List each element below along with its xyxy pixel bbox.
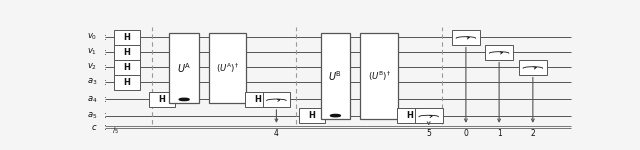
Circle shape [222, 98, 234, 101]
Text: :: : [104, 63, 106, 72]
FancyBboxPatch shape [452, 30, 480, 45]
Text: :: : [104, 123, 106, 132]
Text: $v_2$: $v_2$ [87, 62, 97, 72]
FancyBboxPatch shape [114, 75, 140, 90]
Text: :: : [104, 78, 106, 87]
Text: H: H [124, 48, 131, 57]
FancyBboxPatch shape [519, 60, 547, 75]
Text: $a_3$: $a_3$ [87, 77, 97, 87]
Text: $v_0$: $v_0$ [87, 32, 97, 42]
Text: H: H [308, 111, 316, 120]
FancyBboxPatch shape [114, 60, 140, 75]
Text: H: H [124, 33, 131, 42]
Text: 0: 0 [463, 129, 468, 138]
Text: H: H [124, 63, 131, 72]
Circle shape [373, 114, 385, 117]
Circle shape [179, 98, 189, 101]
FancyBboxPatch shape [321, 33, 350, 119]
Text: $U^{\mathrm{A}}$: $U^{\mathrm{A}}$ [177, 61, 191, 75]
FancyBboxPatch shape [262, 92, 291, 107]
FancyBboxPatch shape [114, 45, 140, 60]
FancyBboxPatch shape [397, 108, 423, 123]
FancyBboxPatch shape [300, 108, 325, 123]
Text: $(U^{\mathrm{A}})^{\dagger}$: $(U^{\mathrm{A}})^{\dagger}$ [216, 61, 239, 75]
Text: $(U^{\mathrm{B}})^{\dagger}$: $(U^{\mathrm{B}})^{\dagger}$ [367, 70, 390, 83]
Text: :: : [104, 111, 106, 120]
FancyBboxPatch shape [169, 33, 199, 103]
Circle shape [330, 114, 340, 117]
FancyBboxPatch shape [485, 45, 513, 60]
FancyBboxPatch shape [114, 30, 140, 45]
Text: :: : [104, 33, 106, 42]
FancyBboxPatch shape [415, 108, 443, 123]
Text: H: H [124, 78, 131, 87]
Text: $a_4$: $a_4$ [87, 94, 97, 105]
FancyBboxPatch shape [209, 33, 246, 103]
Text: 2: 2 [531, 129, 535, 138]
Text: :: : [104, 95, 106, 104]
Text: $a_5$: $a_5$ [87, 110, 97, 121]
FancyBboxPatch shape [244, 92, 271, 107]
Text: 1: 1 [497, 129, 502, 138]
Text: $/{}_5$: $/{}_5$ [112, 126, 119, 136]
Text: $v_1$: $v_1$ [87, 47, 97, 57]
Text: $U^{\mathrm{B}}$: $U^{\mathrm{B}}$ [328, 69, 342, 83]
Text: 4: 4 [274, 129, 279, 138]
FancyBboxPatch shape [149, 92, 175, 107]
Text: H: H [159, 95, 165, 104]
Text: 5: 5 [426, 129, 431, 138]
Text: H: H [254, 95, 261, 104]
Text: H: H [406, 111, 413, 120]
FancyBboxPatch shape [360, 33, 397, 119]
Text: :: : [104, 48, 106, 57]
Text: $c$: $c$ [91, 123, 97, 132]
